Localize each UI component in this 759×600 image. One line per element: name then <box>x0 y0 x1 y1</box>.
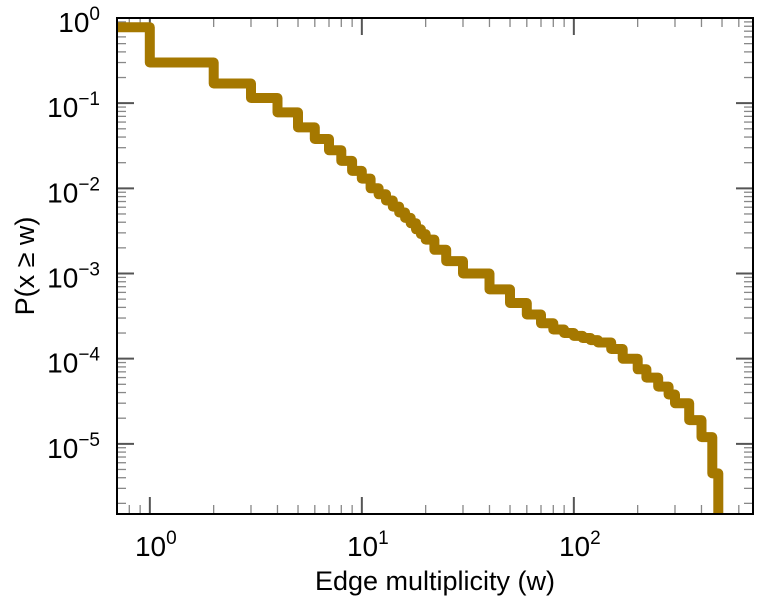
y-tick-label: 100 <box>58 4 100 38</box>
y-tick-label: 10−1 <box>47 89 100 123</box>
y-axis-label: P(x ≥ w) <box>10 217 40 316</box>
tick-base: 10 <box>47 177 78 208</box>
tick-base: 10 <box>47 262 78 293</box>
tick-marks <box>116 17 754 514</box>
tick-base: 10 <box>47 433 78 464</box>
tick-base: 10 <box>347 531 378 562</box>
y-tick-label: 10−2 <box>47 174 100 208</box>
x-tick-label: 100 <box>135 528 177 562</box>
y-tick-label: 10−4 <box>47 345 100 379</box>
tick-exponent: −1 <box>78 89 100 110</box>
plot-frame <box>116 17 754 515</box>
tick-base: 10 <box>47 348 78 379</box>
y-tick-label: 10−3 <box>47 259 100 293</box>
series-layer <box>117 22 724 514</box>
tick-exponent: −3 <box>78 259 100 280</box>
tick-exponent: 0 <box>89 4 100 25</box>
tick-exponent: −4 <box>78 345 100 366</box>
tick-exponent: 2 <box>590 528 601 549</box>
tick-base: 10 <box>47 92 78 123</box>
tick-exponent: −2 <box>78 174 100 195</box>
x-tick-label: 102 <box>559 528 601 562</box>
series-line-0 <box>117 22 724 514</box>
tick-base: 10 <box>559 531 590 562</box>
y-tick-label: 10−5 <box>47 430 100 464</box>
tick-base: 10 <box>58 7 89 38</box>
tick-exponent: 0 <box>166 528 177 549</box>
tick-exponent: −5 <box>78 430 100 451</box>
tick-exponent: 1 <box>378 528 389 549</box>
x-tick-labels: 100 101 102 <box>135 528 601 562</box>
x-axis-label: Edge multiplicity (w) <box>315 566 555 596</box>
x-tick-label: 101 <box>347 528 389 562</box>
tick-base: 10 <box>135 531 166 562</box>
